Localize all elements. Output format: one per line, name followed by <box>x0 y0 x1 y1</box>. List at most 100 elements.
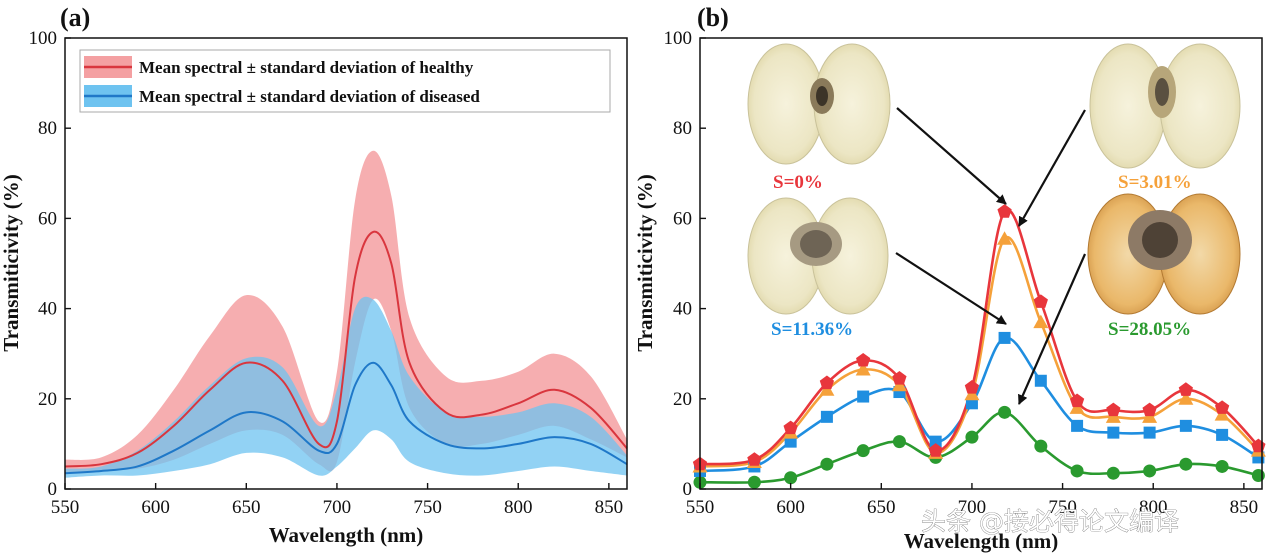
marker-s2805 <box>1034 439 1048 453</box>
marker-s1136 <box>1034 374 1047 387</box>
panel-a-legend: Mean spectral ± standard deviation of he… <box>79 49 611 113</box>
marker-s2805 <box>1070 464 1084 478</box>
panel-a-x-ticks: 550 600 650 700 750 800 850 <box>51 483 623 518</box>
marker-s1136 <box>1071 419 1084 432</box>
panel-b-x-tick-label: 700 <box>958 497 987 518</box>
marker-s0 <box>819 375 835 390</box>
marker-s2805 <box>1179 457 1193 471</box>
marker-s0 <box>1069 393 1085 408</box>
apple-image-s2805 <box>1087 190 1242 316</box>
panel-b-label: (b) <box>697 3 729 32</box>
marker-s0 <box>747 452 762 466</box>
apple-label-s1136: S=11.36% <box>771 319 853 340</box>
marker-s1136 <box>1216 428 1229 441</box>
apple-label-s2805: S=28.05% <box>1108 319 1191 340</box>
panel-a-y-tick-label: 100 <box>29 28 58 49</box>
arrow-s301-to-peak <box>1018 109 1086 227</box>
panel-b-y-tick-label: 0 <box>683 479 693 500</box>
panel-b-y-tick-label: 100 <box>664 28 693 49</box>
marker-s301 <box>997 231 1013 245</box>
arrow-s1136-to-peak <box>895 252 1007 325</box>
panel-a-y-tick-label: 0 <box>48 479 58 500</box>
panel-b-y-tick-label: 20 <box>673 389 692 410</box>
marker-s2805 <box>965 430 979 444</box>
series-line-s1136 <box>699 336 1260 473</box>
panel-b-x-tick-label: 650 <box>867 497 896 518</box>
marker-s1136 <box>820 410 833 423</box>
apple-image-s301 <box>1088 40 1242 172</box>
legend-box <box>79 49 611 113</box>
series-line-s2805 <box>699 411 1259 484</box>
panel-a-x-tick-label: 800 <box>504 497 533 518</box>
marker-s2805 <box>892 435 906 449</box>
panel-a-x-tick-label: 650 <box>232 497 261 518</box>
panel-b-y-tick-label: 80 <box>673 118 692 139</box>
marker-s0 <box>964 380 980 394</box>
marker-s301 <box>855 361 871 376</box>
watermark: 头条 @接必得论文编译 <box>921 507 1179 536</box>
marker-s0 <box>1142 402 1157 417</box>
marker-s2805 <box>1143 464 1157 478</box>
marker-s301 <box>1033 314 1049 329</box>
marker-s301 <box>1178 391 1194 405</box>
marker-s1136 <box>1107 426 1120 439</box>
apple-label-s301: S=3.01% <box>1118 172 1192 193</box>
apple-image-s0 <box>746 40 894 168</box>
panel-a-bands <box>65 150 627 478</box>
panel-b: (b) 550 600 650 700 750 800 850 0 20 40 60 80 100 W… <box>633 3 1266 553</box>
panel-b-x-tick-label: 800 <box>1139 497 1168 518</box>
panel-b-series-markers <box>692 204 1266 489</box>
panel-b-x-tick-label: 750 <box>1048 497 1077 518</box>
marker-s2805 <box>1215 459 1229 473</box>
panel-b-x-tick-label: 550 <box>686 497 715 518</box>
marker-s0 <box>892 371 907 385</box>
marker-s2805 <box>784 471 798 485</box>
marker-s0 <box>856 352 871 367</box>
panel-b-frame <box>699 37 1263 490</box>
panel-b-y-tick-label: 40 <box>673 299 692 320</box>
marker-s1136 <box>965 397 978 410</box>
panel-a-x-tick-label: 550 <box>51 497 80 518</box>
marker-s0 <box>1214 400 1230 414</box>
marker-s2805 <box>1251 468 1265 482</box>
marker-s1136 <box>998 331 1011 344</box>
panel-a-y-tick-label: 60 <box>38 208 57 229</box>
panel-a-y-tick-label: 80 <box>38 118 57 139</box>
panel-a-y-tick-label: 40 <box>38 299 57 320</box>
panel-a-label: (a) <box>60 3 90 32</box>
panel-b-y-ticks: 0 20 40 60 80 100 <box>664 28 706 500</box>
arrow-s2805-to-peak <box>1017 253 1087 405</box>
marker-s1136 <box>857 390 870 403</box>
panel-a-y-tick-label: 20 <box>38 389 57 410</box>
panel-a-y-axis-title: Transmiticivity (%) <box>0 174 23 352</box>
marker-s0 <box>783 420 798 435</box>
apple-label-s0: S=0% <box>773 172 823 193</box>
marker-s2805 <box>1106 466 1120 480</box>
arrow-s0-to-peak <box>896 107 1007 205</box>
mean-line-diseased <box>64 361 628 475</box>
panel-a-x-tick-label: 600 <box>141 497 170 518</box>
marker-s1136 <box>1143 426 1156 439</box>
marker-s1136 <box>1179 419 1192 432</box>
marker-s0 <box>1033 294 1048 308</box>
panel-a-mean-lines <box>64 230 628 475</box>
panel-b-y-axis-title: Transmiticivity (%) <box>633 174 657 352</box>
marker-s0 <box>1178 382 1193 396</box>
panel-b-x-axis-title: Wavelength (nm) <box>904 529 1059 553</box>
marker-s2805 <box>856 444 870 458</box>
marker-s2805 <box>998 405 1012 419</box>
panel-a: (a) 550 600 650 700 750 800 850 0 20 40 60 80 100 W… <box>0 3 628 547</box>
marker-s1136 <box>929 435 942 448</box>
marker-s0 <box>997 204 1012 218</box>
marker-s2805 <box>820 457 834 471</box>
panel-a-x-tick-label: 850 <box>595 497 624 518</box>
panel-a-x-tick-label: 700 <box>323 497 352 518</box>
panel-b-x-tick-label: 600 <box>776 497 805 518</box>
mean-line-healthy <box>64 230 628 468</box>
panel-b-y-tick-label: 60 <box>673 208 692 229</box>
marker-s1136 <box>784 435 797 448</box>
panel-a-x-axis-title: Wavelength (nm) <box>269 523 424 547</box>
panel-a-y-ticks: 0 20 40 60 80 100 <box>29 28 71 500</box>
marker-s2805 <box>747 475 761 489</box>
